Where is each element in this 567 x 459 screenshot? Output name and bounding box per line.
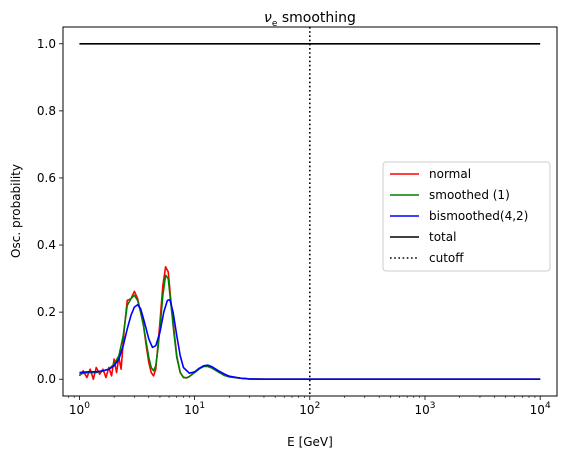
y-axis-label: Osc. probability [9,164,23,258]
legend-label-cutoff: cutoff [429,251,464,265]
legend-frame [382,161,551,272]
series-layer [78,27,541,396]
legend: normal smoothed (1) bismoothed(4,2) tota… [382,161,551,272]
legend-entry-cutoff: cutoff [390,251,464,265]
y-tick-label-4: 0.8 [37,104,56,118]
legend-entry-normal: normal [390,167,471,181]
series-line-1 [79,274,541,381]
legend-label-smoothed: smoothed (1) [429,188,510,202]
legend-entry-total: total [390,230,456,244]
legend-entry-smoothed: smoothed (1) [390,188,510,202]
legend-label-total: total [429,230,456,244]
y-tick-label-1: 0.2 [37,305,56,319]
legend-label-normal: normal [429,167,471,181]
y-axis: 0.0 0.2 0.4 0.6 0.8 1.0 [37,37,63,386]
y-tick-label-5: 1.0 [37,37,56,51]
x-axis: 100 101 102 103 104 [67,396,551,417]
x-tick-label-0: 100 [69,401,90,417]
y-tick-label-2: 0.4 [37,238,56,252]
legend-label-bismoothed: bismoothed(4,2) [429,209,528,223]
series-line-2 [79,298,541,381]
x-tick-label-1: 101 [184,401,205,417]
legend-entry-bismoothed: bismoothed(4,2) [390,209,528,223]
x-tick-label-2: 102 [299,401,320,417]
y-tick-label-3: 0.6 [37,171,56,185]
x-tick-label-3: 103 [414,401,435,417]
x-tick-label-4: 104 [530,401,551,417]
chart-title: νe smoothing [264,10,356,29]
y-tick-label-0: 0.0 [37,372,56,386]
x-axis-label: E [GeV] [287,435,333,449]
